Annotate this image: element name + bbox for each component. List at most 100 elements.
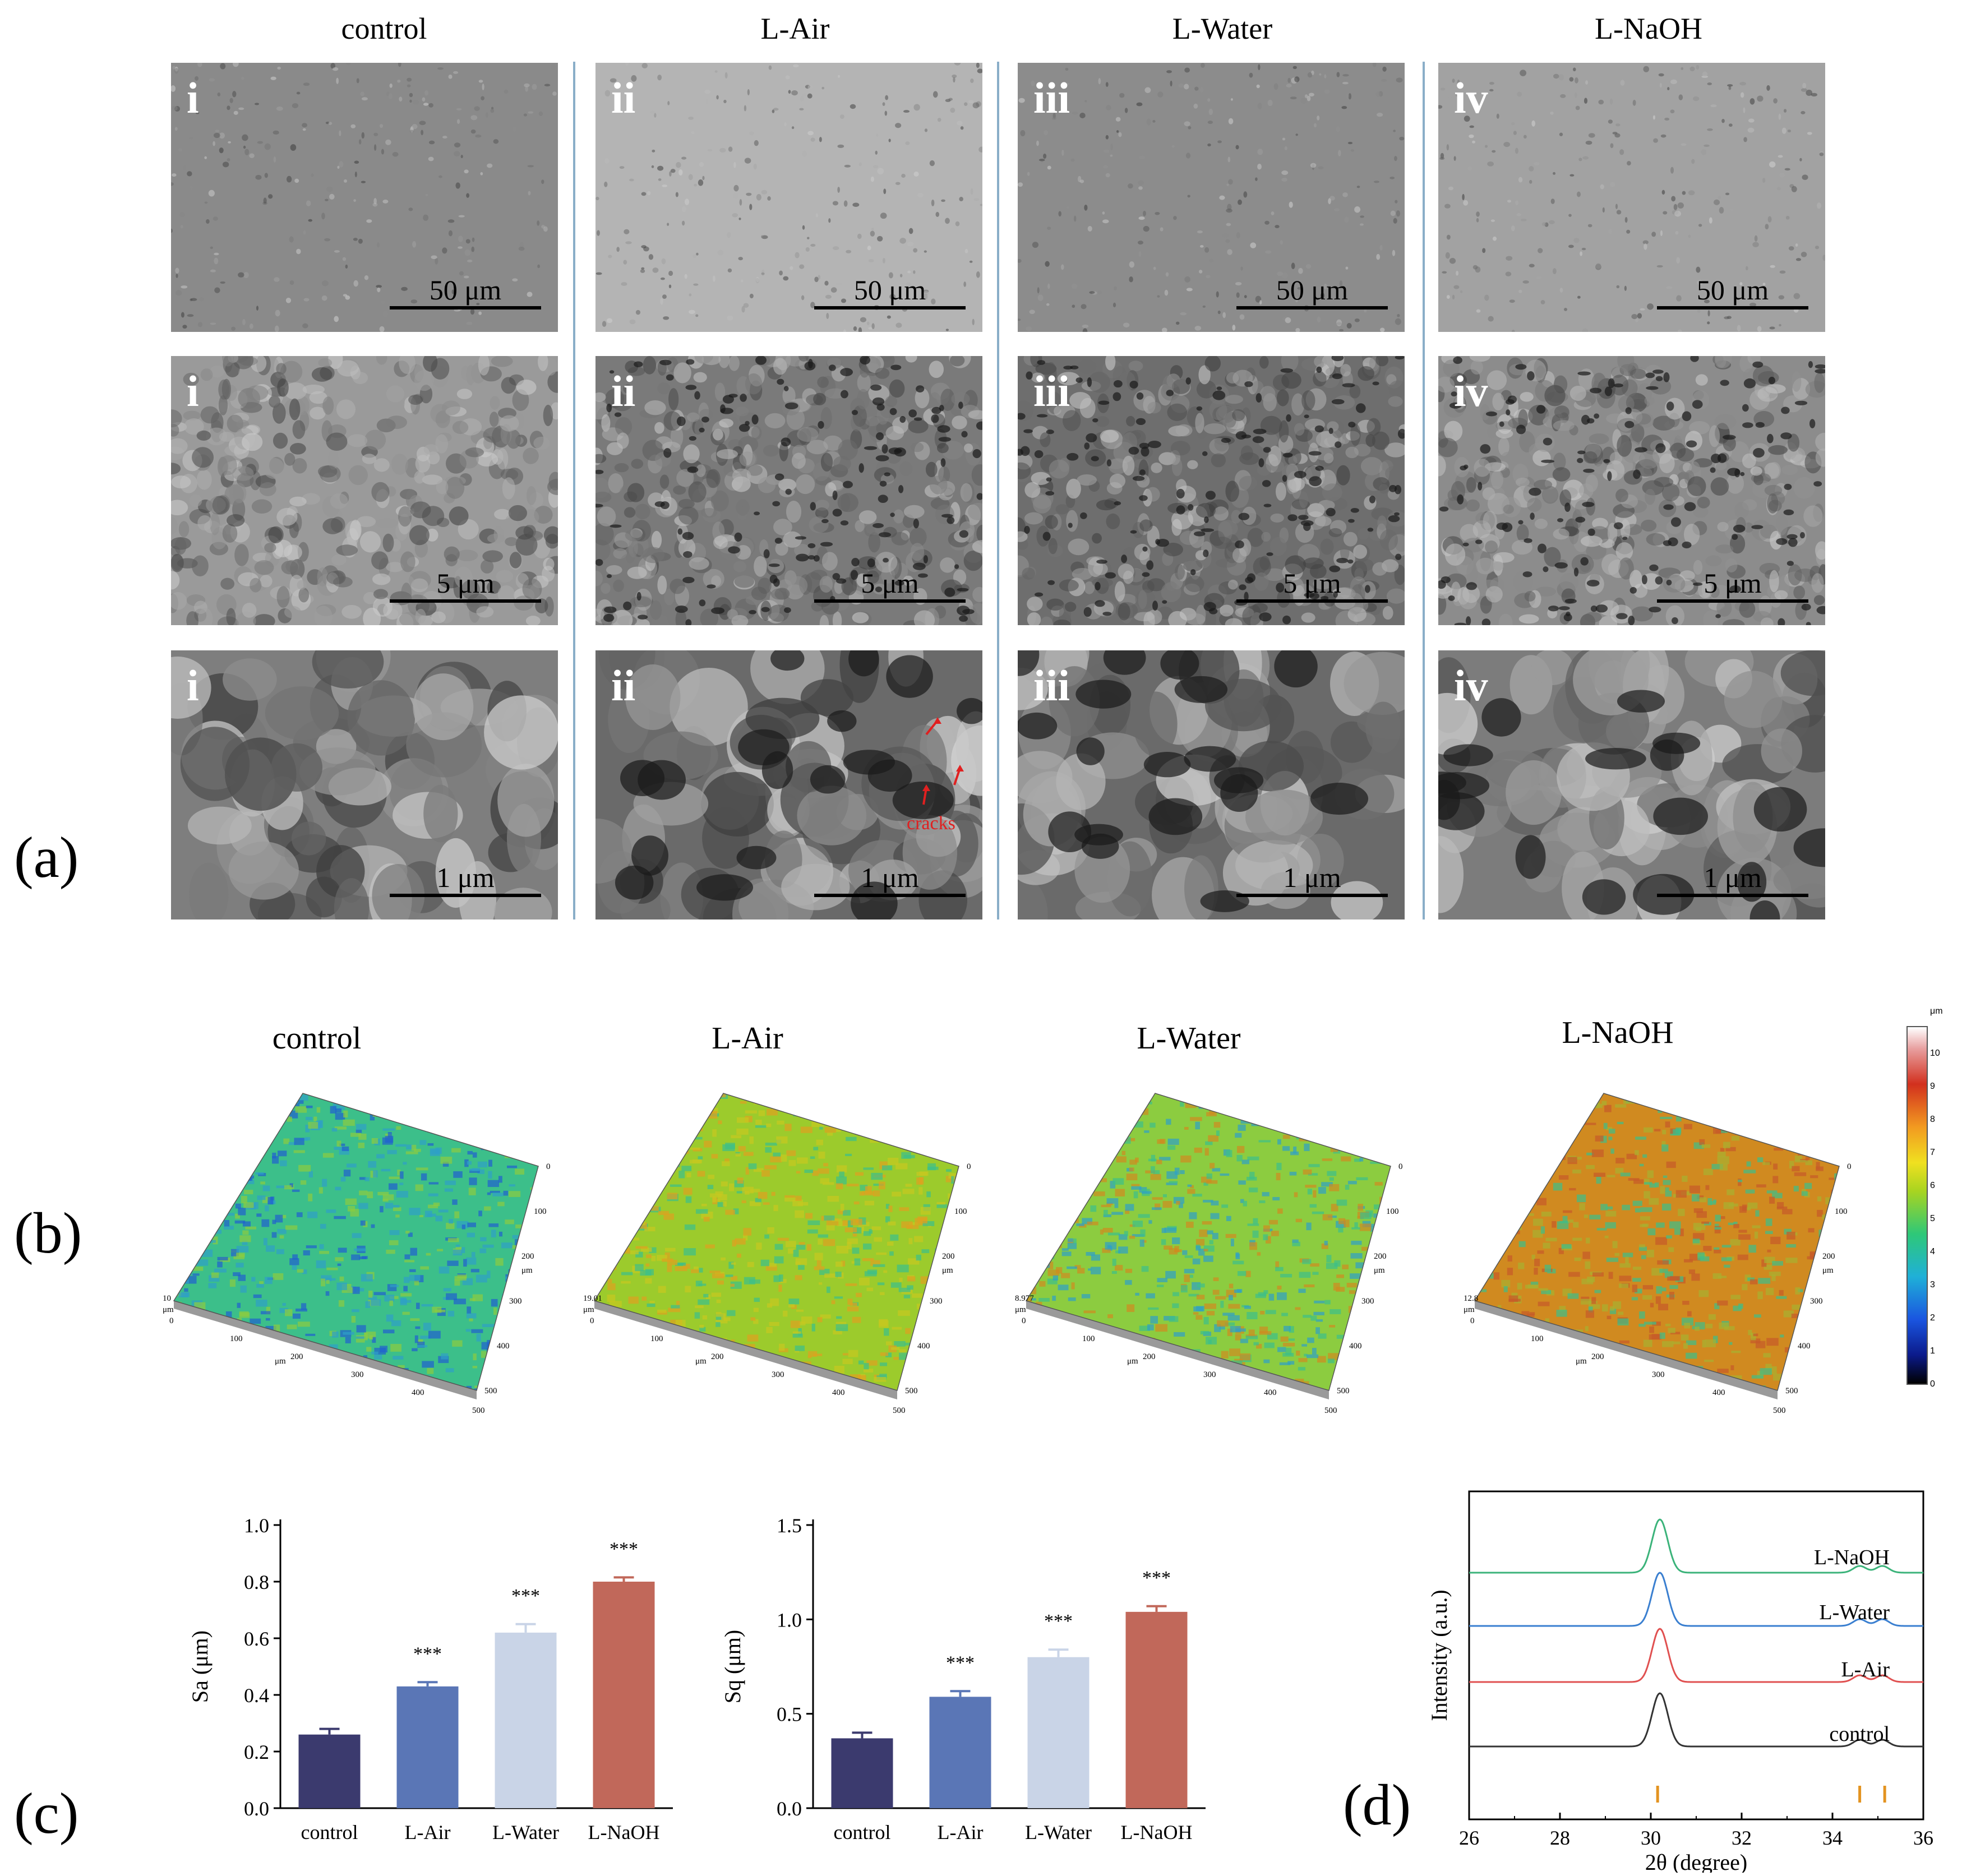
scale-bar-line (814, 599, 966, 603)
bar-control (831, 1738, 893, 1808)
roman-label: iii (1033, 367, 1070, 415)
y-axis-label: Sa (μm) (187, 1630, 213, 1703)
y-tick-label: 300 (1810, 1297, 1823, 1306)
y-tick-label: 200 (1822, 1252, 1835, 1261)
colorbar-tick: 1 (1930, 1346, 1935, 1356)
scale-bar-label: 1 μm (1283, 862, 1341, 893)
sem-image-l-water-row1: iii 50 μm (1018, 63, 1405, 332)
y-tick-label: 0.4 (244, 1684, 269, 1707)
col-title-control: control (341, 12, 427, 45)
sem-texture (171, 63, 557, 332)
x-tick-label: 100 (1082, 1334, 1095, 1343)
y-tick-label: 0.0 (777, 1798, 802, 1820)
bar-l-water (1027, 1657, 1090, 1808)
panel-b-label: (b) (14, 1201, 82, 1265)
scale-bar: 1 μm (814, 863, 966, 897)
roman-label: i (187, 73, 199, 122)
z-axis-unit: μm (1015, 1305, 1026, 1314)
xrd-line-l-naoh (1469, 1518, 1923, 1574)
y-tick-label: 1.5 (777, 1514, 802, 1537)
scale-bar-label: 1 μm (1704, 862, 1762, 893)
x-tick-label: 300 (1203, 1370, 1216, 1379)
sem-texture (595, 650, 982, 919)
x-tick-label: 100 (230, 1334, 243, 1343)
sem-image-l-water-row2: iii 5 μm (1018, 356, 1405, 625)
x-tick-label: 28 (1550, 1827, 1570, 1849)
y-tick-label: 500 (1785, 1387, 1798, 1396)
significance-label: *** (413, 1643, 442, 1664)
y-tick-label: 300 (930, 1297, 943, 1306)
x-tick-label: 100 (650, 1334, 663, 1343)
x-tick-label: 300 (1652, 1370, 1665, 1379)
crack-arrows (922, 717, 964, 805)
scale-bar-line (1657, 894, 1808, 897)
x-tick-label: control (834, 1821, 891, 1843)
x-tick-label: 500 (893, 1406, 906, 1415)
xrd-line-control (1469, 1692, 1923, 1748)
scale-bar-line (814, 894, 966, 897)
divider-1 (573, 62, 575, 919)
sem-image-l-water-row3: iii 1 μm (1018, 650, 1405, 919)
x-tick-label: L-Water (1025, 1821, 1092, 1843)
x-tick-label: 400 (1264, 1388, 1277, 1397)
z-max-label: 10 (163, 1294, 171, 1303)
sem-texture (595, 356, 982, 625)
sem-image-l-naoh-row1: iv 50 μm (1438, 63, 1825, 332)
colorbar-tick: 6 (1930, 1181, 1935, 1190)
y-tick-label: 0.2 (244, 1741, 269, 1763)
scale-bar-label: 50 μm (853, 274, 926, 306)
bar-l-air (929, 1697, 991, 1808)
roman-label: ii (611, 73, 636, 122)
y-tick-label: 300 (509, 1297, 522, 1306)
x-tick-label: 0 (590, 1316, 594, 1325)
x-tick-label: 500 (472, 1406, 485, 1415)
roman-label: iv (1454, 661, 1488, 710)
scale-bar: 1 μm (1236, 863, 1388, 897)
y-axis-unit: μm (942, 1266, 953, 1275)
col-title-l-naoh: L-NaOH (1595, 12, 1702, 45)
scale-bar: 5 μm (814, 569, 966, 603)
scale-bar-label: 50 μm (1276, 274, 1349, 306)
sem-texture (1438, 65, 1825, 332)
scale-bar-label: 5 μm (436, 567, 495, 599)
x-tick-label: 34 (1822, 1827, 1843, 1849)
bar-l-naoh (593, 1582, 655, 1808)
significance-label: *** (511, 1586, 540, 1606)
x-tick-label: 300 (772, 1370, 784, 1379)
x-tick-label: 400 (412, 1388, 424, 1397)
scale-bar-line (814, 306, 966, 309)
scale-bar-label: 1 μm (861, 862, 919, 893)
y-axis-unit: μm (1374, 1266, 1385, 1275)
sem-texture (171, 356, 558, 625)
scale-bar: 5 μm (1236, 569, 1388, 603)
bar-l-water (495, 1632, 557, 1808)
roman-label: i (187, 367, 199, 415)
xrd-series-label: L-NaOH (1814, 1546, 1890, 1569)
col-title-l-air: L-Air (760, 12, 830, 45)
colorbar-tick: 4 (1930, 1247, 1935, 1256)
scale-bar: 1 μm (1657, 863, 1808, 897)
colorbar-tick: 8 (1930, 1115, 1935, 1124)
y-tick-label: 0.8 (244, 1571, 269, 1593)
profile-title-l-air: L-Air (712, 1021, 783, 1056)
xrd-series-label: control (1829, 1722, 1890, 1746)
bar-l-naoh (1125, 1611, 1188, 1808)
divider-3 (1423, 62, 1425, 919)
y-tick-label: 0 (1398, 1162, 1403, 1171)
roman-label: iii (1033, 661, 1070, 710)
scale-bar-label: 5 μm (1704, 567, 1762, 599)
sa-bar-chart: Sa (μm) 0.0 0.2 0.4 0.6 0.8 1.0 control *** L-Air… (187, 1514, 673, 1843)
y-axis-label: Intensity (a.u.) (1427, 1589, 1452, 1721)
x-tick-label: 26 (1459, 1827, 1479, 1849)
y-tick-label: 100 (1835, 1207, 1848, 1216)
x-axis-unit: μm (1127, 1357, 1138, 1366)
y-tick-label: 100 (954, 1207, 967, 1216)
roman-label: ii (611, 367, 636, 415)
y-tick-label: 200 (521, 1252, 534, 1261)
x-axis-unit: μm (1576, 1357, 1587, 1366)
scale-bar-label: 5 μm (1283, 567, 1341, 599)
scale-bar: 5 μm (390, 569, 541, 603)
y-tick-label: 400 (497, 1342, 510, 1351)
x-tick-label: 200 (1143, 1352, 1156, 1361)
sem-texture (1018, 356, 1405, 625)
